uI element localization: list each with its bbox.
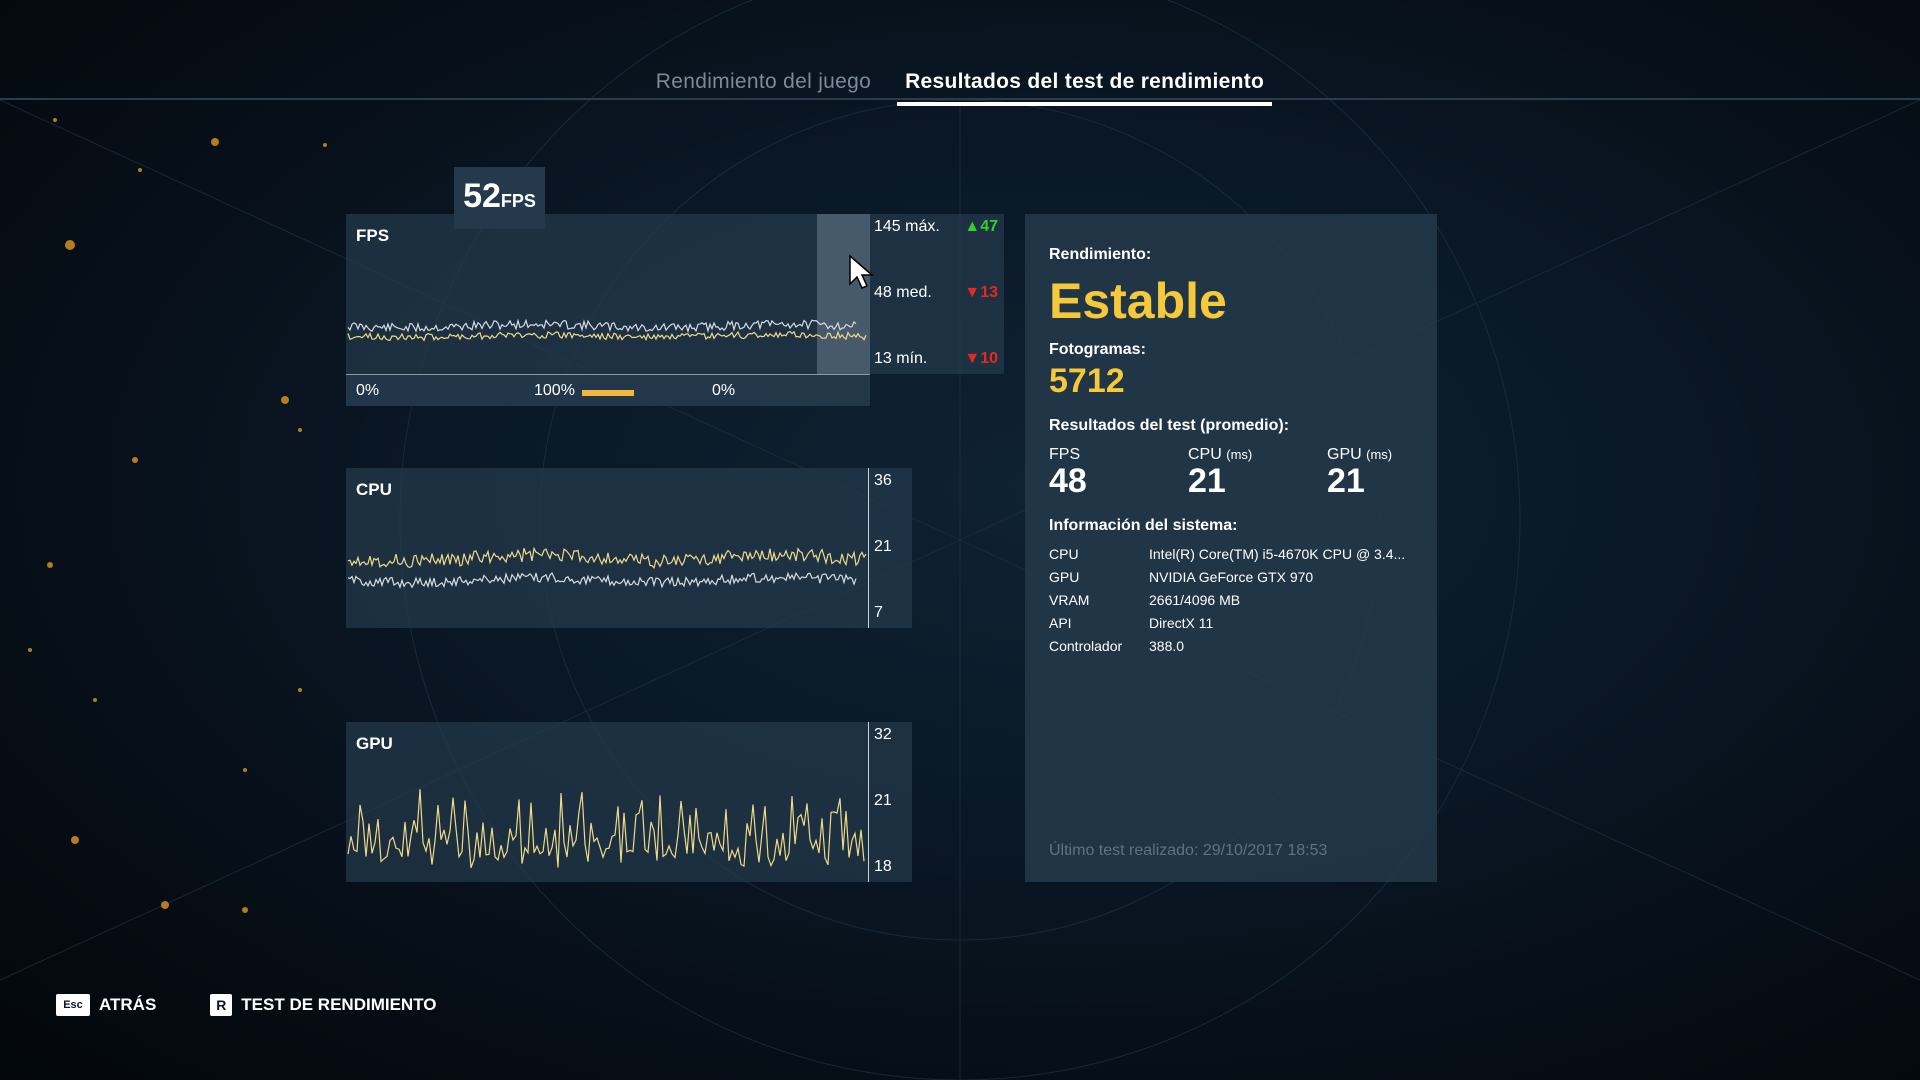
performance-label: Rendimiento: (1049, 246, 1152, 263)
cpu-scale-top: 36 (874, 472, 892, 489)
fps-current-value: 52 (463, 177, 501, 215)
fps-min-delta: ▼10 (964, 350, 998, 367)
fps-max-label: 145 máx. (874, 218, 940, 235)
system-row-api: API DirectX 11 (1049, 615, 1214, 631)
fps-stats: 145 máx. ▲47 48 med. ▼13 13 mín. ▼10 (870, 214, 1004, 374)
tab-game-performance[interactable]: Rendimiento del juego (655, 70, 872, 93)
tab-underline-bar (0, 98, 1920, 100)
fps-min: 13 mín. ▼10 (874, 350, 1002, 368)
system-row-driver: Controlador 388.0 (1049, 638, 1185, 654)
gpu-graph-plot (347, 789, 865, 869)
gpu-graph-title: GPU (356, 734, 393, 753)
system-row-vram: VRAM 2661/4096 MB (1049, 592, 1241, 608)
gpu-scale-mid: 21 (874, 792, 892, 809)
percent-mid: 100% (534, 382, 575, 399)
cpu-scale-mid: 21 (874, 538, 892, 555)
last-test-timestamp: Último test realizado: 29/10/2017 18:53 (1049, 842, 1328, 859)
performance-status: Estable (1049, 273, 1227, 329)
percent-mid-bar (582, 390, 634, 396)
fps-avg-label: 48 med. (874, 284, 932, 301)
cpu-trace-yellow (347, 546, 867, 569)
system-row-gpu: GPU NVIDIA GeForce GTX 970 (1049, 569, 1314, 585)
averages-label: Resultados del test (promedio): (1049, 417, 1290, 434)
avg-fps-value: 48 (1049, 462, 1087, 500)
gpu-graph[interactable]: GPU (346, 722, 868, 882)
gpu-scale-top: 32 (874, 726, 892, 743)
footer-bar: Esc ATRÁS R TEST DE RENDIMIENTO (56, 994, 437, 1016)
results-panel: Rendimiento: Estable Fotogramas: 5712 Re… (1025, 214, 1437, 882)
gpu-scale: 32 21 18 (868, 722, 912, 882)
fps-trace-yellow (347, 330, 867, 342)
cpu-trace-white (347, 571, 857, 589)
frames-value: 5712 (1049, 362, 1125, 400)
mouse-cursor-icon (849, 254, 875, 289)
cpu-scale-bottom: 7 (874, 604, 883, 621)
tab-bar: Rendimiento del juego Resultados del tes… (0, 68, 1920, 106)
fps-graph-cursor-highlight (817, 214, 870, 374)
avg-cpu: CPU (ms) 21 (1188, 446, 1252, 501)
avg-gpu-value: 21 (1327, 462, 1365, 500)
avg-cpu-header: CPU (ms) (1188, 446, 1253, 463)
fps-graph-plot (347, 214, 870, 374)
percent-left: 0% (356, 382, 380, 399)
avg-gpu: GPU (ms) 21 (1327, 446, 1392, 501)
fps-max-delta: ▲47 (964, 218, 998, 235)
avg-gpu-header: GPU (ms) (1327, 446, 1393, 463)
frames-label: Fotogramas: (1049, 341, 1146, 358)
cpu-graph-plot (347, 546, 867, 589)
gpu-trace-yellow (347, 789, 865, 869)
fps-avg-delta: ▼13 (964, 284, 998, 301)
fps-trace-white (347, 318, 857, 334)
esc-key-icon: Esc (56, 994, 90, 1016)
benchmark-label: TEST DE RENDIMIENTO (241, 995, 437, 1014)
benchmark-button[interactable]: R TEST DE RENDIMIENTO (210, 994, 437, 1016)
cpu-scale: 36 21 7 (868, 468, 912, 628)
avg-cpu-value: 21 (1188, 462, 1226, 500)
fps-percent-row: 0% 100% 0% (346, 374, 870, 406)
fps-graph-title: FPS (356, 226, 390, 245)
r-key-icon: R (210, 994, 233, 1016)
percent-right: 0% (712, 382, 736, 399)
avg-fps: FPS 48 (1049, 446, 1087, 501)
back-label: ATRÁS (99, 995, 157, 1014)
cpu-graph[interactable]: CPU (346, 468, 868, 628)
tab-benchmark-results[interactable]: Resultados del test de rendimiento (897, 68, 1273, 106)
gpu-scale-bottom: 18 (874, 858, 892, 875)
cpu-graph-title: CPU (356, 480, 392, 499)
fps-max: 145 máx. ▲47 (874, 218, 1002, 236)
fps-avg: 48 med. ▼13 (874, 284, 1002, 302)
back-button[interactable]: Esc ATRÁS (56, 994, 156, 1016)
system-row-cpu: CPU Intel(R) Core(TM) i5-4670K CPU @ 3.4.… (1049, 546, 1406, 562)
avg-fps-header: FPS (1049, 446, 1081, 463)
fps-min-label: 13 mín. (874, 350, 928, 367)
system-info-label: Información del sistema: (1049, 517, 1238, 534)
fps-current-unit: FPS (500, 191, 536, 211)
